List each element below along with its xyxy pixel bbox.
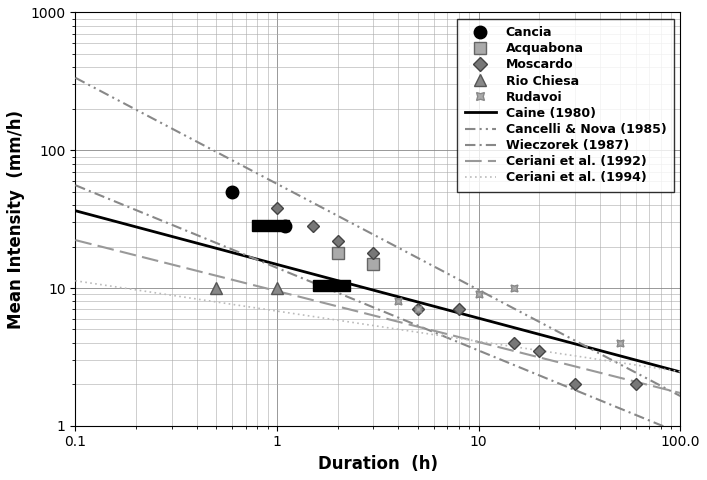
Bar bbox=[312, 280, 350, 291]
Y-axis label: Mean Intensity  (mm/h): Mean Intensity (mm/h) bbox=[7, 109, 25, 329]
X-axis label: Duration  (h): Duration (h) bbox=[318, 455, 438, 473]
Bar bbox=[252, 220, 289, 231]
Legend: Cancia, Acquabona, Moscardo, Rio Chiesa, Rudavoi, Caine (1980), Cancelli & Nova : Cancia, Acquabona, Moscardo, Rio Chiesa,… bbox=[457, 19, 674, 192]
